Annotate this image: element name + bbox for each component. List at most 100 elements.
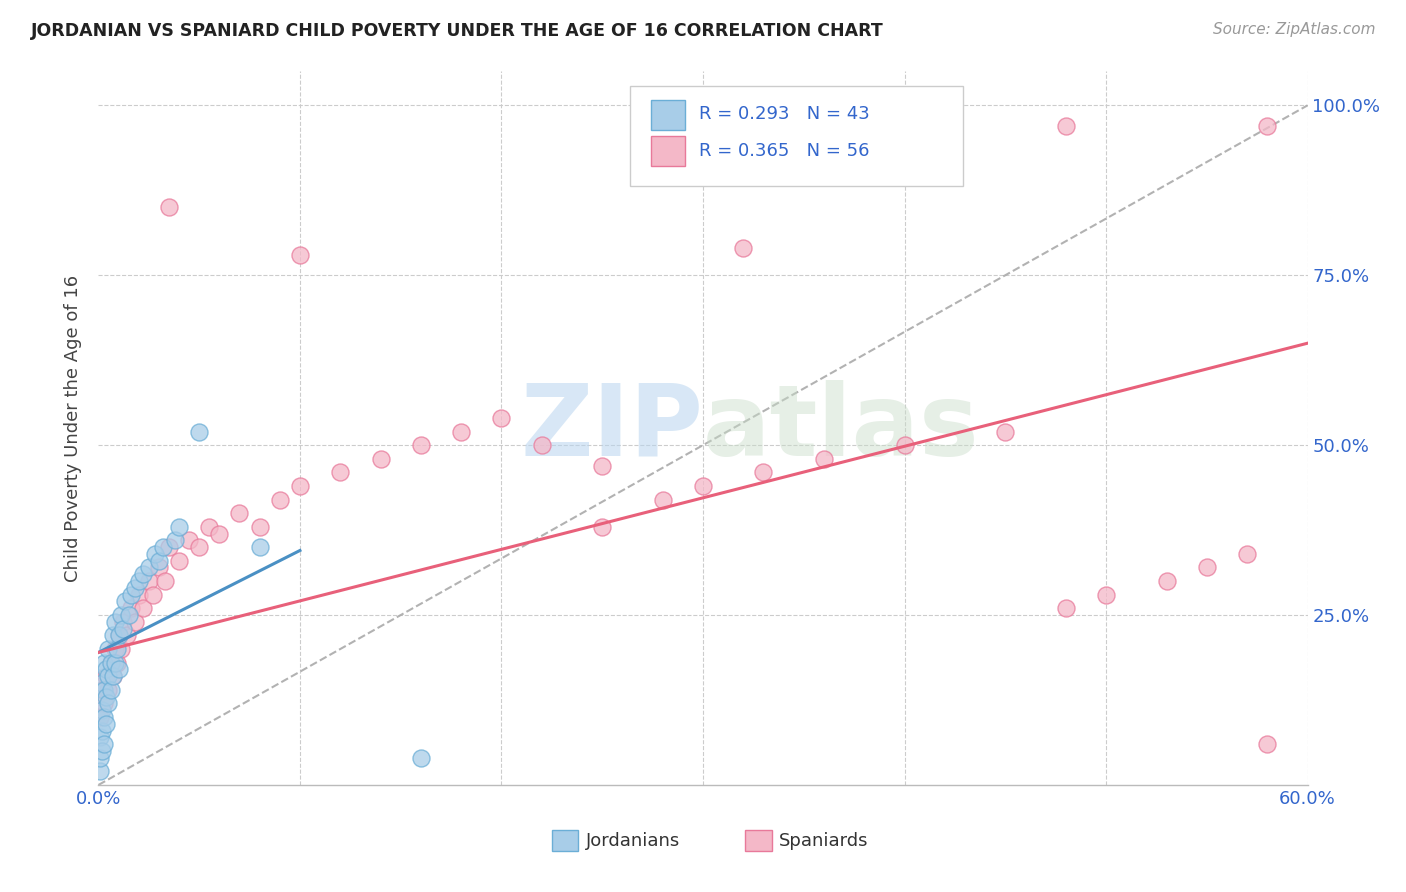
Point: [128, 574, 150, 588]
Point: [100, 656, 122, 670]
Point: [101, 669, 124, 683]
Text: JORDANIAN VS SPANIARD CHILD POVERTY UNDER THE AGE OF 16 CORRELATION CHART: JORDANIAN VS SPANIARD CHILD POVERTY UNDE…: [31, 22, 884, 40]
Point: [530, 438, 553, 452]
Point: [157, 200, 180, 214]
Point: [409, 751, 432, 765]
Point: [93, 710, 115, 724]
Point: [107, 662, 129, 676]
Point: [101, 628, 124, 642]
Point: [591, 458, 613, 473]
Point: [142, 588, 165, 602]
Point: [1256, 119, 1278, 133]
Point: [107, 628, 129, 642]
FancyBboxPatch shape: [651, 136, 685, 166]
Point: [651, 492, 673, 507]
Point: [114, 594, 136, 608]
Point: [100, 656, 122, 670]
Point: [491, 411, 513, 425]
Point: [93, 656, 115, 670]
Point: [111, 615, 134, 629]
Point: [1095, 588, 1118, 602]
Point: [450, 425, 472, 439]
Point: [138, 574, 160, 588]
Point: [96, 690, 118, 704]
Point: [329, 466, 352, 480]
Text: Source: ZipAtlas.com: Source: ZipAtlas.com: [1212, 22, 1375, 37]
Text: ZIP: ZIP: [520, 380, 703, 476]
Point: [143, 547, 166, 561]
Point: [96, 662, 118, 676]
FancyBboxPatch shape: [630, 86, 963, 186]
Point: [115, 628, 138, 642]
Point: [100, 682, 122, 697]
Point: [167, 554, 190, 568]
Point: [132, 567, 155, 582]
Point: [97, 642, 120, 657]
Point: [409, 438, 432, 452]
Point: [124, 615, 146, 629]
Text: Spaniards: Spaniards: [779, 831, 869, 849]
FancyBboxPatch shape: [745, 830, 772, 851]
Point: [148, 560, 170, 574]
Point: [733, 241, 755, 255]
Point: [1256, 737, 1278, 751]
Point: [152, 540, 174, 554]
Point: [103, 656, 125, 670]
Text: Jordanians: Jordanians: [586, 831, 681, 849]
Point: [124, 581, 146, 595]
Point: [269, 492, 291, 507]
Point: [591, 519, 613, 533]
Point: [97, 669, 120, 683]
Point: [128, 588, 150, 602]
Point: [692, 479, 714, 493]
Point: [288, 248, 311, 262]
Point: [994, 425, 1017, 439]
Point: [103, 615, 125, 629]
Point: [89, 751, 111, 765]
Point: [208, 526, 231, 541]
Point: [163, 533, 186, 548]
Point: [97, 682, 120, 697]
Point: [96, 716, 118, 731]
Point: [813, 451, 835, 466]
FancyBboxPatch shape: [651, 100, 685, 130]
Point: [105, 642, 128, 657]
Point: [1156, 574, 1178, 588]
Point: [752, 466, 775, 480]
Point: [91, 682, 114, 697]
Point: [249, 519, 271, 533]
Point: [1054, 601, 1077, 615]
Point: [1195, 560, 1218, 574]
Point: [157, 540, 180, 554]
Point: [93, 737, 115, 751]
Point: [89, 710, 111, 724]
Point: [138, 560, 160, 574]
Point: [179, 533, 201, 548]
Point: [97, 697, 120, 711]
Point: [167, 519, 190, 533]
Point: [110, 608, 132, 623]
Point: [118, 608, 141, 623]
Point: [1236, 547, 1258, 561]
Point: [893, 438, 915, 452]
Point: [89, 764, 111, 779]
Point: [188, 540, 211, 554]
Text: R = 0.293   N = 43: R = 0.293 N = 43: [699, 105, 870, 123]
Point: [101, 669, 124, 683]
Point: [188, 425, 211, 439]
Point: [110, 642, 132, 657]
Text: R = 0.365   N = 56: R = 0.365 N = 56: [699, 142, 870, 160]
Text: atlas: atlas: [703, 380, 980, 476]
FancyBboxPatch shape: [551, 830, 578, 851]
Point: [107, 628, 129, 642]
Point: [249, 540, 271, 554]
Point: [120, 601, 142, 615]
Point: [91, 723, 114, 738]
Point: [148, 554, 170, 568]
Point: [91, 744, 114, 758]
Point: [103, 642, 125, 657]
Point: [288, 479, 311, 493]
Y-axis label: Child Poverty Under the Age of 16: Child Poverty Under the Age of 16: [65, 275, 83, 582]
Point: [198, 519, 221, 533]
Point: [111, 622, 134, 636]
